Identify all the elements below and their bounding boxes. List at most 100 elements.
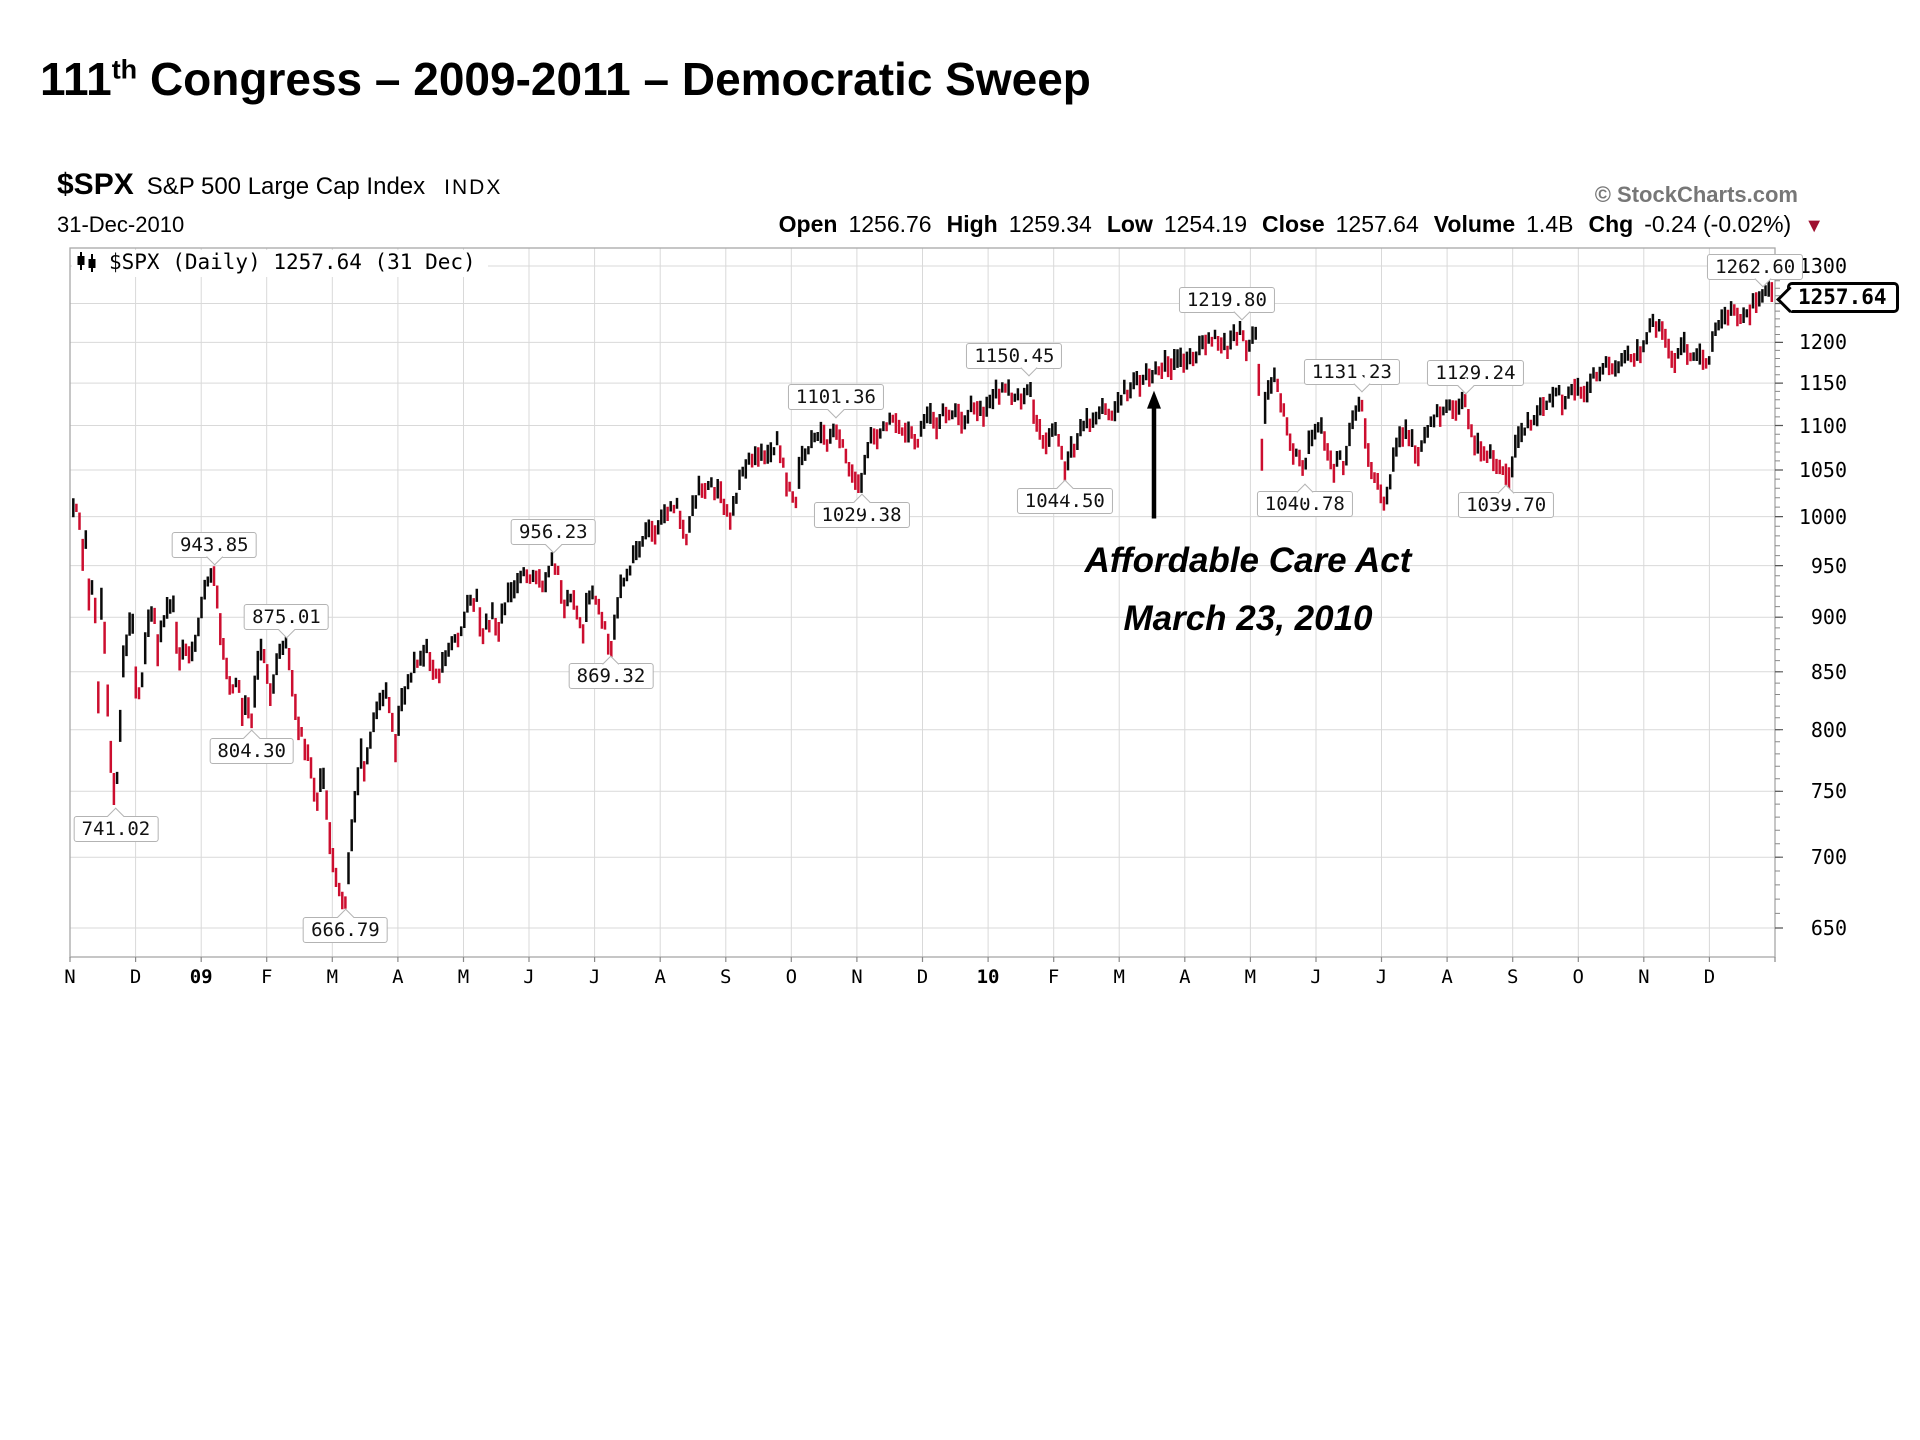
x-axis-label: A bbox=[1441, 966, 1453, 988]
ohlc-quote-row: Open 1256.76 High 1259.34 Low 1254.19 Close 125… bbox=[779, 211, 1824, 238]
quote-label: Close bbox=[1261, 211, 1325, 237]
quote-label: High bbox=[946, 211, 998, 237]
y-axis-label: 950 bbox=[1810, 553, 1847, 578]
y-axis-label: 650 bbox=[1810, 916, 1847, 940]
quote-label: Open bbox=[778, 211, 838, 237]
last-price-tag: 1257.64 bbox=[1787, 282, 1899, 313]
chart-date: 31-Dec-2010 bbox=[57, 212, 185, 237]
y-axis-label: 1100 bbox=[1798, 413, 1847, 438]
ticker-symbol: $SPX bbox=[57, 168, 134, 201]
vertical-gridlines bbox=[135, 248, 1710, 957]
y-axis-label: 800 bbox=[1810, 717, 1847, 742]
x-axis-label: S bbox=[720, 966, 732, 988]
price-callout: 1131.23 bbox=[1303, 358, 1400, 393]
aca-annotation-line2: March 23, 2010 bbox=[1123, 599, 1373, 638]
candlestick-icon bbox=[77, 252, 96, 272]
x-axis-label: O bbox=[785, 966, 798, 988]
x-axis-label: A bbox=[1179, 966, 1191, 988]
y-axis-label: 850 bbox=[1810, 659, 1847, 684]
y-axis-label: 750 bbox=[1810, 779, 1847, 804]
y-major-ticks bbox=[1775, 265, 1783, 929]
quote-value: 1.4B bbox=[1526, 211, 1574, 237]
x-axis-label: J bbox=[1375, 966, 1388, 988]
aca-arrow-head bbox=[1146, 390, 1161, 409]
price-callout-value: 1044.50 bbox=[1024, 489, 1105, 512]
quote-label: Low bbox=[1106, 211, 1153, 237]
quote-value: 1254.19 bbox=[1163, 211, 1247, 237]
quote-label: Chg bbox=[1588, 211, 1634, 237]
y-axis-label: 1050 bbox=[1798, 457, 1847, 482]
y-axis-label: 1300 bbox=[1798, 254, 1847, 278]
quote-value: 1259.34 bbox=[1008, 211, 1092, 237]
y-minor-ticks bbox=[1775, 265, 1780, 929]
x-axis-label: S bbox=[1506, 966, 1519, 988]
price-callout: 741.02 bbox=[73, 807, 159, 842]
chart-symbol-row: $SPX S&P 500 Large Cap Index INDX bbox=[57, 168, 502, 202]
chart-legend: $SPX (Daily) 1257.64 (31 Dec) bbox=[72, 250, 488, 277]
price-callout-value: 1150.45 bbox=[974, 344, 1055, 367]
legend-text: $SPX (Daily) 1257.64 (31 Dec) bbox=[109, 250, 476, 274]
price-callout: 1219.80 bbox=[1178, 286, 1275, 321]
price-callout-value: 1131.23 bbox=[1311, 360, 1392, 383]
price-bars-up bbox=[72, 279, 1770, 885]
y-axis-label: 700 bbox=[1810, 845, 1847, 870]
x-axis-label: A bbox=[654, 966, 666, 988]
price-callout: 943.85 bbox=[171, 531, 257, 566]
price-callout: 875.01 bbox=[244, 604, 329, 639]
aca-annotation-line1: Affordable Care Act bbox=[1084, 541, 1412, 580]
price-callout-value: 804.30 bbox=[217, 739, 286, 762]
price-callout-value: 875.01 bbox=[252, 606, 321, 629]
price-callout: 804.30 bbox=[209, 729, 294, 764]
y-axis-label: 900 bbox=[1810, 605, 1847, 630]
slide-title: 111th Congress – 2009-2011 – Democratic … bbox=[40, 52, 1091, 106]
quote-value: 1257.64 bbox=[1335, 211, 1419, 237]
price-callout-value: 1029.38 bbox=[821, 503, 902, 526]
price-callout: 1129.24 bbox=[1427, 360, 1524, 395]
x-axis-label: D bbox=[1703, 966, 1716, 988]
price-callout: 1029.38 bbox=[813, 493, 910, 528]
index-name: S&P 500 Large Cap Index bbox=[146, 173, 426, 200]
x-axis-label: J bbox=[588, 966, 601, 988]
price-callout: 666.79 bbox=[303, 908, 388, 943]
horizontal-gridlines bbox=[70, 265, 1775, 929]
x-axis-label: A bbox=[392, 966, 404, 988]
price-chart bbox=[69, 247, 1783, 962]
stockcharts-copyright: © StockCharts.com bbox=[1594, 182, 1798, 207]
price-callout-value: 1262.60 bbox=[1715, 255, 1796, 278]
price-callout: 1150.45 bbox=[966, 342, 1063, 377]
x-axis-label: M bbox=[326, 966, 339, 988]
y-axis-label: 1150 bbox=[1798, 371, 1847, 396]
price-callout: 1039.70 bbox=[1458, 484, 1555, 519]
x-axis-label: D bbox=[916, 966, 929, 988]
price-bars-down bbox=[75, 282, 1774, 910]
title-text: Congress – 2009-2011 – Democratic Sweep bbox=[137, 53, 1091, 105]
x-axis-label: N bbox=[64, 966, 76, 988]
x-axis-label: F bbox=[1047, 966, 1060, 988]
price-callout: 1040.78 bbox=[1256, 483, 1353, 518]
price-callout-value: 1219.80 bbox=[1186, 288, 1267, 311]
title-superscript: th bbox=[111, 54, 138, 85]
y-axis-label: 1000 bbox=[1798, 504, 1847, 529]
price-callout-value: 666.79 bbox=[311, 918, 380, 941]
price-callout-value: 943.85 bbox=[179, 533, 249, 556]
quote-label: Volume bbox=[1433, 211, 1516, 237]
x-axis-label: N bbox=[851, 966, 863, 988]
price-callout-value: 1039.70 bbox=[1466, 494, 1547, 517]
price-callout-value: 1040.78 bbox=[1264, 493, 1345, 516]
price-callout: 869.32 bbox=[568, 655, 654, 690]
price-callout: 1262.60 bbox=[1707, 253, 1804, 288]
price-callout-value: 1101.36 bbox=[795, 386, 876, 409]
price-callout: 1044.50 bbox=[1016, 479, 1113, 514]
y-axis-label: 1200 bbox=[1798, 330, 1847, 355]
price-callout-value: 1129.24 bbox=[1435, 362, 1516, 385]
aca-annotation: Affordable Care Act March 23, 2010 bbox=[1038, 532, 1458, 648]
quote-value: -0.24 (-0.02%) bbox=[1644, 211, 1792, 237]
price-callout-value: 869.32 bbox=[576, 665, 646, 688]
x-axis-label: F bbox=[260, 966, 273, 988]
price-callout-value: 741.02 bbox=[81, 817, 151, 840]
x-axis-label: O bbox=[1572, 966, 1584, 988]
price-callout-value: 956.23 bbox=[518, 521, 588, 544]
x-axis-label: J bbox=[1310, 966, 1322, 988]
x-axis-label: M bbox=[1244, 966, 1257, 988]
